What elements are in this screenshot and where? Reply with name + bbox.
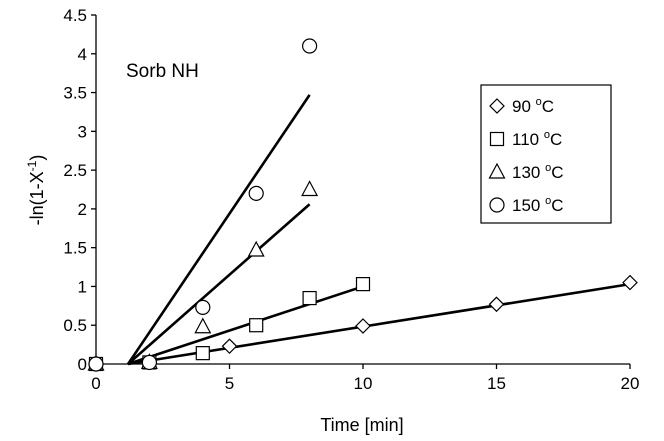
fit-line-150 bbox=[126, 94, 311, 365]
y-tick-label: 1.5 bbox=[63, 239, 87, 258]
data-point-diamond bbox=[221, 338, 238, 355]
data-point-triangle bbox=[247, 240, 265, 257]
y-tick-label: 2.5 bbox=[63, 161, 87, 180]
y-tick-label: 0.5 bbox=[63, 316, 87, 335]
y-axis-title-main: -ln(1-X bbox=[27, 171, 47, 225]
y-axis-title-close: ) bbox=[27, 155, 47, 161]
legend-label: 110 oC bbox=[512, 129, 562, 149]
y-tick-label: 3 bbox=[78, 122, 87, 141]
legend-marker-square bbox=[489, 131, 505, 147]
axes: 0 0.5 1 1.5 2 2.5 3 3.5 4 4.5 0 5 10 15 20 bbox=[63, 6, 639, 393]
data-point-triangle bbox=[301, 180, 319, 197]
y-tick-label: 3.5 bbox=[63, 84, 87, 103]
y-tick-label: 0 bbox=[78, 355, 87, 374]
y-axis-title-sup: -1 bbox=[25, 160, 39, 171]
y-axis-title: -ln(1-X-1) bbox=[25, 155, 47, 226]
x-axis-title: Time [min] bbox=[320, 415, 403, 435]
data-point-circle bbox=[302, 38, 318, 54]
legend-marker-diamond bbox=[489, 98, 505, 114]
data-point-square bbox=[195, 346, 210, 361]
y-tick-label: 1 bbox=[78, 277, 87, 296]
fit-line-130 bbox=[127, 203, 311, 365]
legend-label: 130 oC bbox=[512, 162, 564, 182]
data-point-triangle bbox=[194, 317, 212, 334]
data-point-square bbox=[355, 277, 371, 292]
data-point-circle bbox=[88, 356, 104, 372]
chart-annotation: Sorb NH bbox=[126, 61, 199, 82]
legend-label: 90 oC bbox=[512, 96, 554, 116]
data-point-diamond bbox=[488, 296, 505, 313]
data-point-circle bbox=[248, 185, 264, 201]
fit-line-110 bbox=[127, 285, 364, 366]
data-point-diamond bbox=[622, 274, 638, 291]
x-tick-label: 15 bbox=[487, 374, 506, 393]
x-tick-label: 5 bbox=[225, 374, 234, 393]
y-tick-label: 2 bbox=[78, 200, 87, 219]
fit-lines bbox=[126, 94, 631, 366]
y-tick-label: 4 bbox=[78, 45, 87, 64]
legend-label: 150 oC bbox=[512, 195, 564, 215]
data-point-square bbox=[302, 290, 317, 306]
data-point-diamond bbox=[355, 318, 371, 334]
x-tick-label: 20 bbox=[621, 374, 640, 393]
x-tick-label: 0 bbox=[91, 374, 100, 393]
data-points bbox=[87, 38, 638, 372]
legend: 90 oC 110 oC 130 oC 150 oC bbox=[480, 84, 612, 224]
data-point-circle bbox=[141, 354, 157, 371]
legend-marker-triangle bbox=[488, 162, 506, 179]
y-tick-label: 4.5 bbox=[63, 6, 87, 25]
legend-marker-circle bbox=[489, 197, 505, 213]
data-point-circle bbox=[195, 299, 211, 315]
data-point-square bbox=[249, 318, 264, 333]
x-tick-label: 10 bbox=[354, 374, 373, 393]
fit-line-90 bbox=[127, 282, 631, 366]
